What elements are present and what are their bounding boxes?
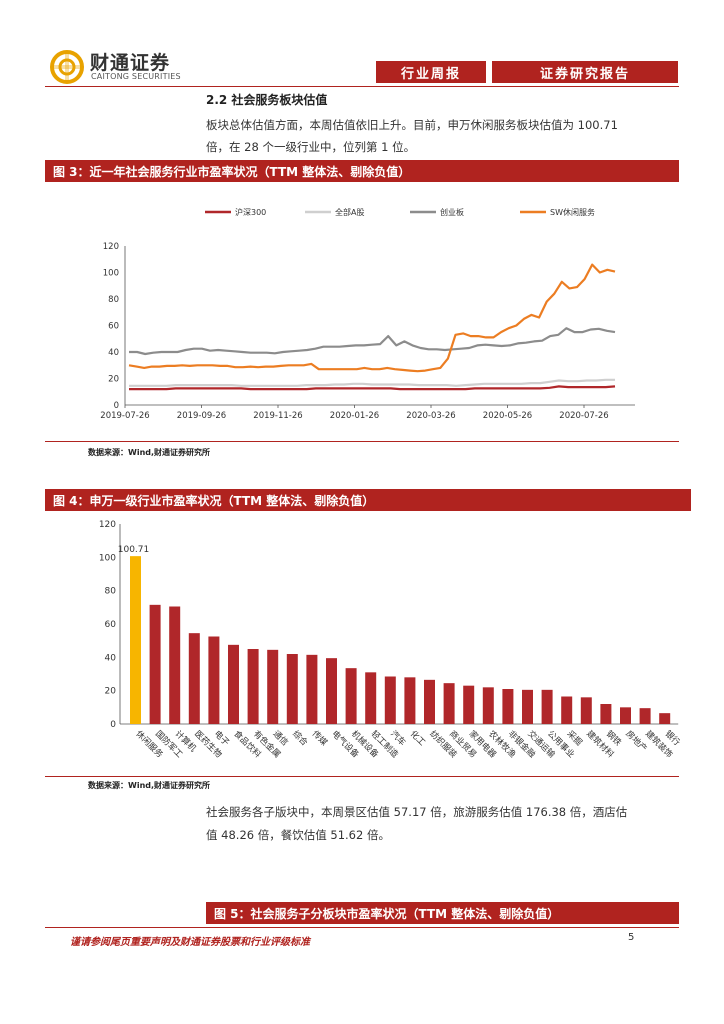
bar [404,677,416,724]
x-tick-label: 2020-01-26 [330,411,379,421]
series-line [129,385,616,391]
series-line [129,378,615,387]
y-tick-label: 0 [110,720,116,730]
y-tick-label: 100 [103,269,119,279]
bar [130,556,141,724]
bar [267,649,279,724]
bar [247,649,259,724]
bar [424,679,435,724]
bar [384,676,396,724]
x-tick-label: 2019-07-26 [100,411,149,421]
bar [502,689,514,724]
y-tick-label: 20 [105,687,117,697]
bar [169,606,181,724]
bar [208,636,220,724]
report-type-badge: 行业周报 [376,61,486,83]
paragraph-line: 倍，在 28 个一级行业中，位列第 1 位。 [206,140,416,154]
bar [600,704,612,724]
legend-label: 全部A股 [335,207,364,217]
y-tick-label: 100 [99,553,116,563]
y-tick-label: 0 [114,401,119,411]
bar [149,604,161,724]
bar [482,687,494,724]
figure-3-title: 图 3：近一年社会服务行业市盈率状况（TTM 整体法、剔除负值） [45,160,679,182]
bar [443,683,455,724]
y-tick-label: 80 [108,295,119,305]
y-tick-label: 20 [108,375,119,385]
category-label: 综合 [290,728,310,748]
bar [659,713,671,724]
x-tick-label: 2020-05-26 [483,411,532,421]
page-number: 5 [628,932,635,943]
logo-text-cn: 财通证券 [90,52,171,74]
category-label: 传媒 [310,728,330,748]
y-tick-label: 40 [108,348,119,358]
data-label: 100.71 [118,545,150,555]
bar [522,689,533,724]
logo-text-en: CAITONG SECURITIES [91,72,181,81]
paragraph-line: 板块总体估值方面，本周估值依旧上升。目前，申万休闲服务板块估值为 100.71 [206,118,618,132]
x-tick-label: 2019-11-26 [253,411,302,421]
bar [541,689,553,724]
y-tick-label: 60 [105,620,117,630]
bar [188,633,200,724]
paragraph-line: 社会服务各子版块中，本周景区估值 57.17 倍，旅游服务估值 176.38 倍… [206,805,628,819]
figure-3-bottom-rule [45,441,679,442]
x-tick-label: 2020-07-26 [559,411,608,421]
footer-divider [45,927,679,928]
legend-label: 创业板 [440,207,464,217]
bar [326,658,337,724]
figure-4-bottom-rule [45,776,679,777]
category-label: 房地产 [623,728,649,754]
bar [228,644,239,724]
pe-line-chart: 沪深300 全部A股 创业板 SW休闲服务 0 20 40 60 80 100 120 2019-0… [100,207,635,421]
bar [463,685,475,724]
legend-label: SW休闲服务 [550,207,595,217]
bar [306,654,318,724]
y-tick-label: 120 [99,520,116,530]
category-label: 化工 [408,728,428,748]
x-tick-label: 2020-03-26 [406,411,455,421]
caitong-logo-icon [50,50,84,84]
x-tick-label: 2019-09-26 [177,411,226,421]
y-tick-label: 120 [103,242,119,252]
bar [580,697,592,724]
y-tick-label: 80 [105,587,117,597]
series-line [128,263,616,373]
legend-label: 沪深300 [235,207,266,217]
paragraph-line: 值 48.26 倍，餐饮估值 51.62 倍。 [206,828,390,842]
y-tick-label: 40 [105,653,117,663]
bar [365,672,377,724]
y-tick-label: 60 [108,322,119,332]
figure-4-title: 图 4：申万一级行业市盈率状况（TTM 整体法、剔除负值） [45,489,691,511]
figure-3-source: 数据来源：Wind,财通证券研究所 [88,448,211,457]
bar [639,708,651,724]
header-divider [45,86,679,87]
bar [561,696,573,724]
figure-4-source: 数据来源：Wind,财通证券研究所 [88,781,211,790]
footer-disclaimer: 谨请参阅尾页重要声明及财通证券股票和行业评级标准 [70,937,310,948]
bar [620,707,631,724]
section-title: 2.2 社会服务板块估值 [206,93,328,107]
figure-5-title: 图 5：社会服务子分板块市盈率状况（TTM 整体法、剔除负值） [206,902,679,924]
report-category-badge: 证券研究报告 [492,61,678,83]
bar [286,654,298,724]
series-line [129,327,616,356]
bar [345,668,357,724]
